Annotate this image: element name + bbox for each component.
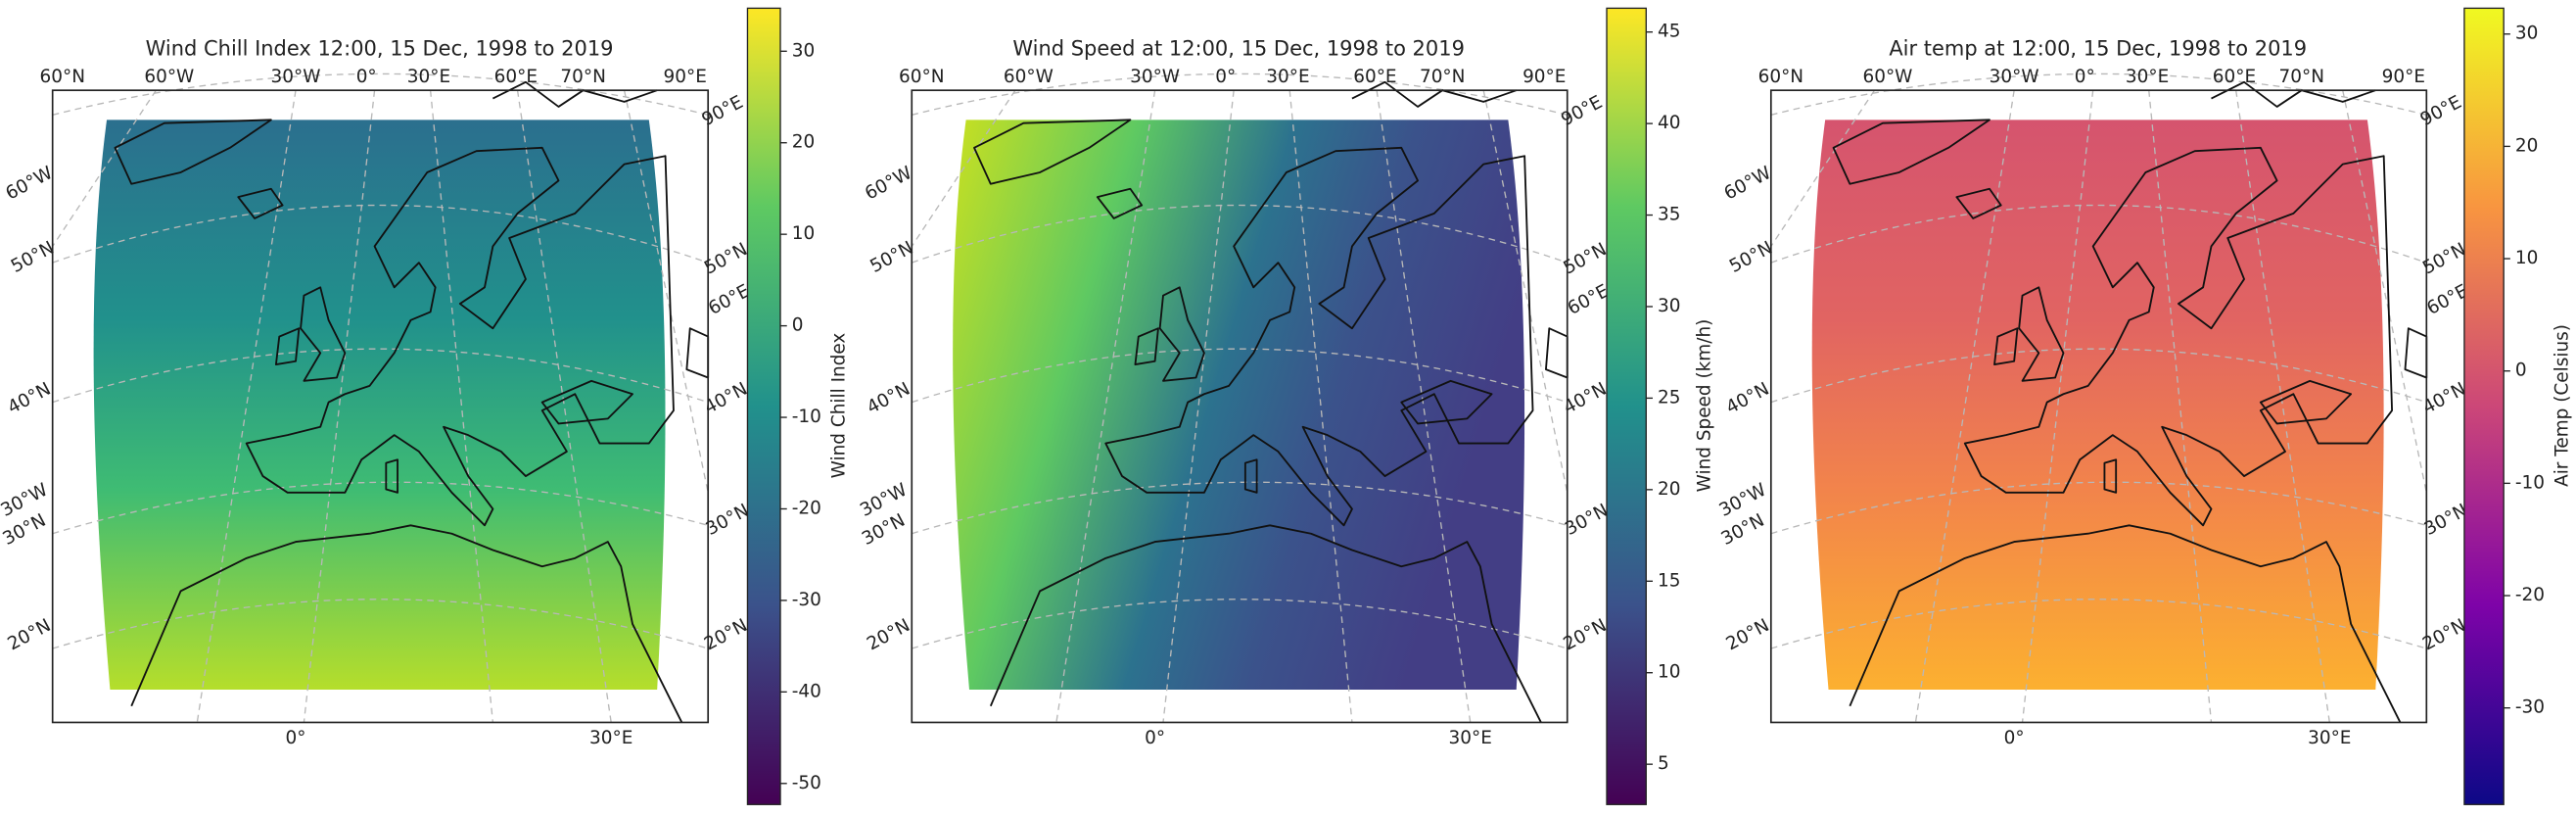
colorbar-tick-label: 10 [2515,248,2538,268]
colorbar-label: Wind Speed (km/h) [1695,319,1715,493]
graticule-label: 60°E [1565,281,1613,319]
colorbar-tick-label: -10 [2515,472,2545,493]
graticule-label: 30°E [2126,67,2169,87]
graticule-label: 60°W [144,67,194,87]
map-panel: Wind Speed at 12:00, 15 Dec, 1998 to 201… [857,7,1715,805]
colorbar-tick-label: -50 [792,773,821,793]
colorbar-tick-label: 45 [1658,22,1680,42]
graticule-label: 30°E [1266,67,1309,87]
graticule-label: 0° [1215,67,1236,87]
colorbar [1606,7,1647,805]
chart-title: Wind Speed at 12:00, 15 Dec, 1998 to 201… [1012,36,1465,60]
colorbar-tick-label: 40 [1658,113,1680,133]
colorbar-tick-label: 30 [1658,296,1680,316]
graticule-label: 90°E [2382,67,2425,87]
graticule-label: 0° [1145,728,1165,748]
colorbar-tick-label: 35 [1658,205,1680,225]
colorbar-label: Air Temp (Celsius) [2553,324,2573,487]
graticule-label: 70°N [2279,67,2325,87]
graticule-label: 30°E [407,67,450,87]
graticule-label: 30°E [1449,728,1492,748]
data-field [1811,120,2384,690]
colorbar-label: Wind Chill Index [828,333,849,479]
graticule-label: 90°E [1522,67,1566,87]
map-panel: Air temp at 12:00, 15 Dec, 1998 to 2019 6… [1716,7,2573,805]
colorbar-tick-label: 0 [2515,360,2527,381]
graticule-label: 40°N [1723,379,1773,418]
colorbar-tick-label: -40 [792,681,821,701]
graticule-label: 30°E [2308,728,2351,748]
graticule-label: 70°N [1420,67,1466,87]
colorbar-tick-label: 10 [1658,662,1680,683]
colorbar-tick-label: 5 [1658,753,1669,774]
graticule-label: 60°N [1758,67,1804,87]
graticule-label: 30°W [0,480,51,521]
graticule-label: 40°N [5,379,55,418]
graticule-label: 30°N [2421,501,2471,540]
colorbar [2463,7,2505,805]
graticule-label: 50°N [866,238,916,277]
graticule-label: 60°E [2213,67,2256,87]
map-frame [911,89,1569,724]
colorbar-tick-label: -30 [792,590,821,610]
graticule-label: 0° [2075,67,2095,87]
colorbar-tick-label: 0 [792,315,804,336]
colorbar-tick-label: 10 [792,223,815,244]
colorbar-tick-label: 25 [1658,387,1680,408]
graticule-label: 20°N [5,615,55,654]
data-field [953,120,1525,690]
graticule-label: 90°E [699,92,747,130]
graticule-label: 60°E [494,67,538,87]
colorbar-tick-label: 20 [792,132,815,153]
graticule-label: 60°W [1862,67,1912,87]
graticule-label: 0° [286,728,306,748]
graticule-label: 60°N [40,67,86,87]
chart-title: Air temp at 12:00, 15 Dec, 1998 to 2019 [1889,36,2307,60]
graticule-label: 60°W [1721,163,1775,204]
graticule-label: 20°N [864,615,913,654]
colorbar-tick-label: 30 [792,40,815,61]
graticule-label: 30°E [589,728,632,748]
colorbar-tick-label: -20 [792,498,821,518]
colorbar-tick-label: -20 [2515,585,2545,605]
colorbar-tick-label: 15 [1658,570,1680,591]
graticule-label: 30°N [1562,501,1612,540]
graticule-label: 30°W [1990,67,2039,87]
graticule-label: 20°N [1723,615,1773,654]
colorbar-tick-label: 20 [1658,479,1680,500]
graticule-label: 60°N [899,67,945,87]
graticule-label: 60°E [705,281,753,319]
graticule-label: 60°W [3,163,57,204]
colorbar-tick-label: -30 [2515,697,2545,718]
chart-title: Wind Chill Index 12:00, 15 Dec, 1998 to … [146,36,614,60]
graticule-label: 30°W [1130,67,1180,87]
graticule-label: 70°N [560,67,606,87]
graticule-label: 30°W [857,480,911,521]
graticule-label: 60°E [1353,67,1396,87]
graticule-label: 90°E [664,67,707,87]
graticule-label: 90°E [1558,92,1606,130]
graticule-label: 50°N [1726,238,1776,277]
graticule-label: 90°E [2417,92,2465,130]
graticule-label: 0° [356,67,377,87]
graticule-label: 30°W [1716,480,1770,521]
graticule-label: 50°N [8,238,58,277]
graticule-label: 30°N [703,501,753,540]
map-panel: Wind Chill Index 12:00, 15 Dec, 1998 to … [0,7,849,805]
colorbar-tick-label: 20 [2515,135,2538,156]
graticule-label: 0° [2004,728,2025,748]
map-frame [51,89,710,724]
graticule-label: 30°W [271,67,321,87]
graticule-label: 60°W [862,163,915,204]
colorbar-tick-label: -10 [792,407,821,427]
map-frame [1769,89,2428,724]
data-field [93,120,666,690]
colorbar [746,7,781,805]
colorbar-tick-label: 30 [2515,24,2538,44]
graticule-label: 40°N [864,379,913,418]
graticule-label: 60°W [1004,67,1054,87]
